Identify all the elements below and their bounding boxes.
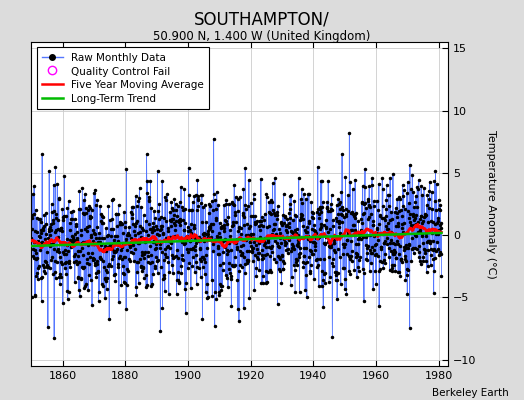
Text: 50.900 N, 1.400 W (United Kingdom): 50.900 N, 1.400 W (United Kingdom) (154, 30, 370, 43)
Text: Berkeley Earth: Berkeley Earth (432, 388, 508, 398)
Legend: Raw Monthly Data, Quality Control Fail, Five Year Moving Average, Long-Term Tren: Raw Monthly Data, Quality Control Fail, … (37, 47, 209, 110)
Y-axis label: Temperature Anomaly (°C): Temperature Anomaly (°C) (486, 130, 496, 278)
Text: SOUTHAMPTON/: SOUTHAMPTON/ (194, 10, 330, 28)
